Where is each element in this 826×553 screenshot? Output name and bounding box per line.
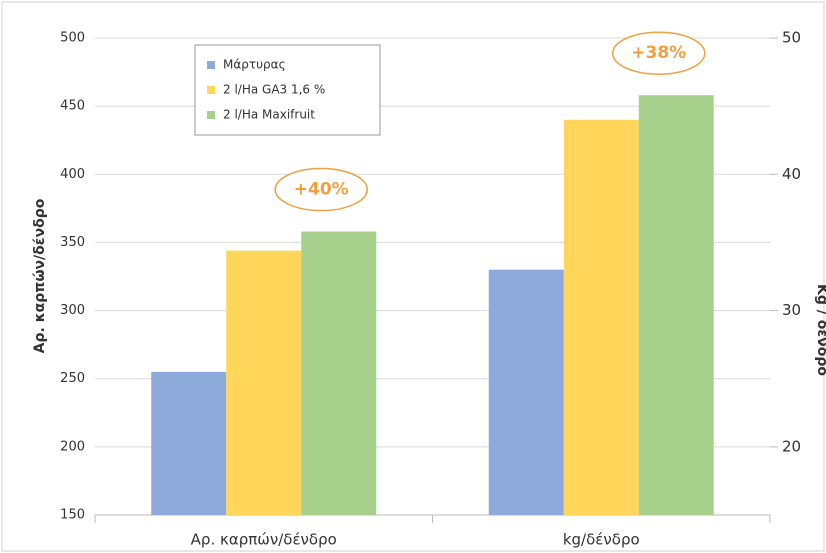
annotation: +40% [294, 180, 349, 200]
legend-swatch [207, 86, 215, 94]
legend-box [194, 44, 381, 136]
legend-label: Μάρτυρας [223, 58, 286, 72]
y2-tick-label: 30 [782, 301, 801, 319]
x-tick-label: kg/δένδρο [563, 531, 640, 549]
bar [151, 371, 227, 515]
y2-tick-label: 50 [782, 29, 801, 47]
y-tick-label: 350 [60, 235, 85, 250]
y-tick-label: 400 [60, 167, 85, 182]
legend-label: 2 l/Ha GA3 1,6 % [223, 83, 325, 97]
bar [488, 269, 564, 515]
x-tick-label: Αρ. καρπών/δένδρο [191, 531, 337, 549]
legend-label: 2 l/Ha Maxifruit [223, 108, 315, 122]
y2-tick-label: 20 [782, 437, 801, 455]
legend-swatch [207, 61, 215, 69]
y-axis-label: Αρ. καρπών/δένδρο [32, 198, 48, 353]
bar [226, 250, 302, 515]
y2-tick-label: 40 [782, 165, 801, 183]
bar [301, 231, 377, 516]
annotation-outline [274, 167, 368, 212]
legend-swatch [207, 111, 215, 119]
bar [638, 95, 714, 516]
y-tick-label: 300 [60, 303, 85, 318]
bar [563, 119, 639, 516]
y-tick-label: 150 [60, 508, 85, 523]
annotation-outline [612, 31, 706, 75]
y-tick-label: 250 [60, 371, 85, 386]
y2-axis-label: Kg / δένδρο [814, 284, 826, 376]
y-tick-label: 200 [60, 439, 85, 454]
annotation: +38% [631, 43, 686, 63]
y-tick-label: 450 [60, 99, 85, 114]
y-tick-label: 500 [60, 31, 85, 46]
